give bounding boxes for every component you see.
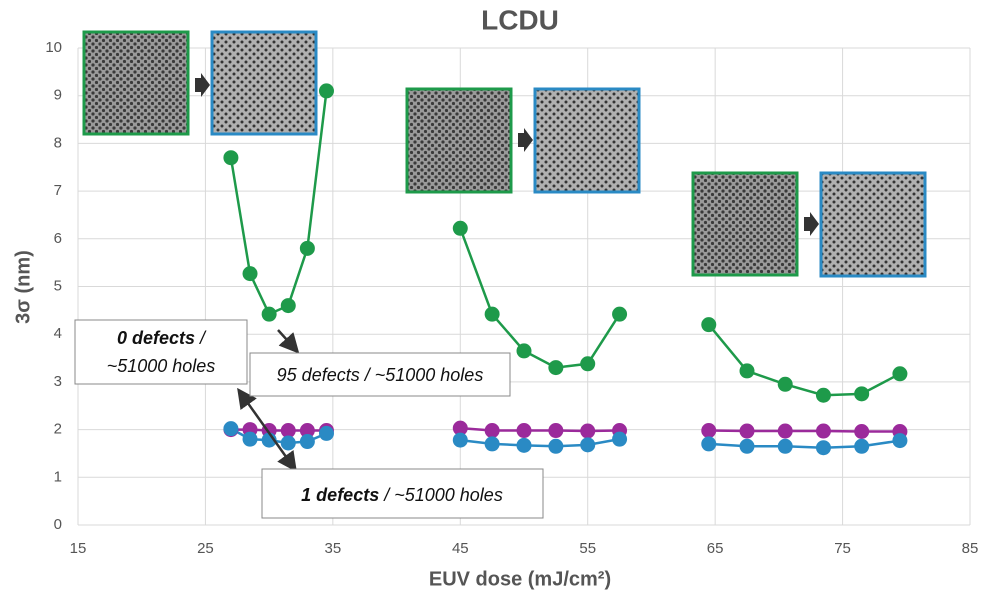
series-line xyxy=(460,439,619,446)
micrograph xyxy=(84,32,188,134)
micrographs xyxy=(84,32,925,276)
point xyxy=(892,366,907,381)
point xyxy=(243,432,258,447)
micrograph xyxy=(821,173,925,276)
series-line xyxy=(709,431,900,432)
point xyxy=(548,439,563,454)
series-line xyxy=(709,325,900,396)
chart: 0123456789101525354555657585 LCDU EUV do… xyxy=(0,0,990,596)
point xyxy=(701,423,716,438)
x-tick-label: 15 xyxy=(70,540,87,557)
point xyxy=(281,298,296,313)
point xyxy=(223,421,238,436)
y-tick-label: 3 xyxy=(54,373,62,390)
y-axis-label: 3σ (nm) xyxy=(12,250,34,324)
series-line xyxy=(709,441,900,448)
arrow xyxy=(518,128,533,152)
point xyxy=(485,423,500,438)
x-tick-label: 65 xyxy=(707,540,724,557)
point xyxy=(319,83,334,98)
point xyxy=(612,432,627,447)
y-tick-label: 6 xyxy=(54,230,62,247)
annotations: 0 defects / ~51000 holes 95 defects / ~5… xyxy=(75,320,543,518)
point xyxy=(243,266,258,281)
point xyxy=(548,423,563,438)
annotation: 0 defects / xyxy=(117,328,207,348)
point xyxy=(854,439,869,454)
annotation: 1 defects / ~51000 holes xyxy=(301,485,503,505)
annotation: 95 defects / ~51000 holes xyxy=(277,365,484,385)
point xyxy=(740,424,755,439)
arrow xyxy=(195,73,210,97)
annotation-text: / ~51000 holes xyxy=(379,485,503,505)
point xyxy=(580,437,595,452)
annotation-arrow xyxy=(278,330,296,350)
y-tick-label: 5 xyxy=(54,277,62,294)
micrograph xyxy=(535,89,639,192)
point xyxy=(453,221,468,236)
point xyxy=(485,436,500,451)
chart-title: LCDU xyxy=(481,4,559,35)
x-tick-label: 35 xyxy=(325,540,342,557)
micrograph xyxy=(693,173,797,275)
point xyxy=(300,434,315,449)
x-tick-label: 55 xyxy=(579,540,596,557)
micrograph xyxy=(212,32,316,134)
point xyxy=(816,388,831,403)
point xyxy=(223,150,238,165)
annotation-bold: 0 defects xyxy=(117,328,195,348)
point xyxy=(548,360,563,375)
point xyxy=(740,439,755,454)
y-tick-label: 7 xyxy=(54,182,62,199)
point xyxy=(816,440,831,455)
x-tick-label: 45 xyxy=(452,540,469,557)
point xyxy=(740,363,755,378)
point xyxy=(453,433,468,448)
point xyxy=(300,241,315,256)
point xyxy=(778,424,793,439)
y-tick-label: 9 xyxy=(54,87,62,104)
point xyxy=(816,424,831,439)
point xyxy=(517,438,532,453)
x-tick-label: 85 xyxy=(962,540,979,557)
point xyxy=(281,435,296,450)
point xyxy=(517,423,532,438)
y-tick-label: 0 xyxy=(54,516,62,533)
point xyxy=(319,426,334,441)
series-line xyxy=(460,228,619,367)
x-tick-label: 75 xyxy=(834,540,851,557)
y-tick-label: 2 xyxy=(54,421,62,438)
y-tick-label: 1 xyxy=(54,468,62,485)
point xyxy=(517,343,532,358)
y-tick-label: 10 xyxy=(45,39,62,56)
y-tick-label: 8 xyxy=(54,134,62,151)
point xyxy=(580,424,595,439)
point xyxy=(580,356,595,371)
arrow xyxy=(804,212,819,236)
point xyxy=(612,307,627,322)
point xyxy=(854,386,869,401)
point xyxy=(485,307,500,322)
x-axis-label: EUV dose (mJ/cm²) xyxy=(429,568,611,590)
annotation-bold: 1 defects xyxy=(301,485,379,505)
annotation: ~51000 holes xyxy=(107,356,216,376)
point xyxy=(778,377,793,392)
point xyxy=(854,424,869,439)
y-tick-label: 4 xyxy=(54,325,62,342)
micrograph xyxy=(407,89,511,192)
point xyxy=(778,439,793,454)
point xyxy=(701,436,716,451)
point xyxy=(701,317,716,332)
x-tick-label: 25 xyxy=(197,540,214,557)
point xyxy=(262,307,277,322)
point xyxy=(892,433,907,448)
